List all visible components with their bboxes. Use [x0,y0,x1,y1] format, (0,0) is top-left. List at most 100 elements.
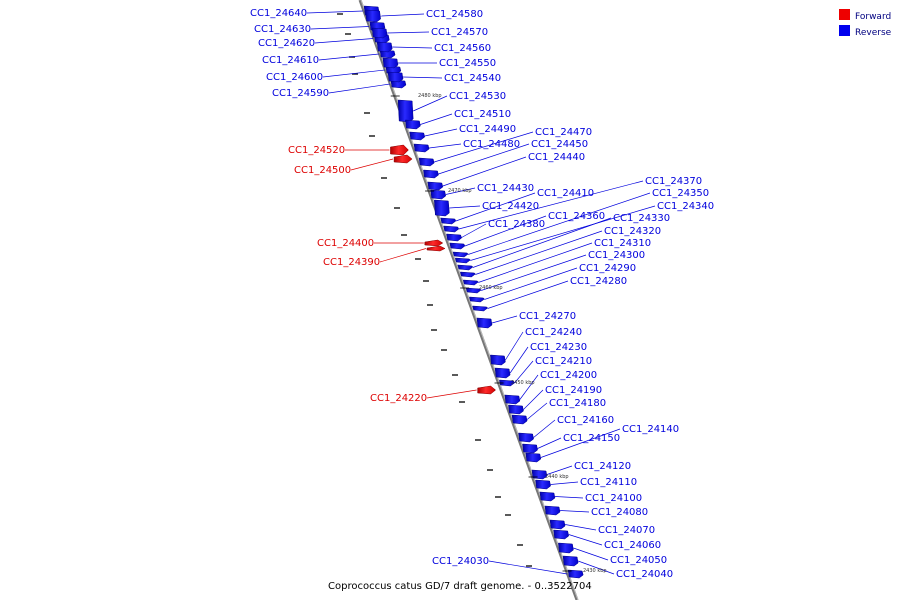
gene-label: CC1_24430 [477,183,534,194]
kbp-ticks: 2480 kbp 2470 kbp 2460 kbp 2450 kbp 2440 kbp… [390,93,607,574]
gene-feature [427,181,444,191]
gene-leader-line [577,560,615,575]
gene-feature [477,385,497,395]
gene-leader-line [380,13,425,17]
gene-leader-line [449,205,481,209]
gene-leader-line [464,215,547,247]
gene-label: CC1_24120 [574,461,631,472]
gene-feature [382,57,399,69]
gene-feature [423,169,439,179]
gene-feature [567,569,584,579]
gene-leader-line [509,346,529,374]
gene-leader-line [429,143,462,149]
gene-feature [443,225,460,233]
gene-leader-line [537,437,562,449]
gene-leader-line [468,192,651,255]
gene-label: CC1_24300 [588,250,645,261]
gene-feature [562,555,579,567]
legend-forward-swatch [839,9,850,20]
gene-feature [418,157,435,167]
gene-leader-line [387,31,430,34]
gene-label: CC1_24520 [288,145,345,156]
gene-feature [472,305,489,312]
legend-forward-label: Forward [855,12,891,22]
gene-label: CC1_24600 [266,72,323,83]
gene-label: CC1_24180 [549,398,606,409]
gene-leader-line [488,560,568,575]
gene-feature [413,143,430,153]
gene-label: CC1_24480 [463,139,520,150]
gene-feature [365,9,381,23]
gene-label: CC1_24640 [250,8,307,19]
gene-leader-line [350,158,394,171]
gene-feature [522,443,538,454]
gene-leader-line [314,38,374,44]
gene-leader-line [523,389,544,410]
gene-label: CC1_24560 [434,43,491,54]
gene-leader-line [328,83,390,94]
gene-feature [390,79,407,89]
gene-leader-line [392,46,433,49]
gene-label: CC1_24370 [645,176,702,187]
gene-feature [535,479,551,490]
legend-reverse-label: Reverse [855,28,892,38]
gene-feature [430,189,446,200]
gene-label: CC1_24100 [585,493,642,504]
gene-feature [387,71,404,83]
gene-leader-line [322,69,385,78]
gene-label: CC1_24330 [613,213,670,224]
gene-leader-line [484,267,578,300]
gene-label: CC1_24280 [570,276,627,287]
gene-label: CC1_24030 [432,556,489,567]
gene-leader-line [445,187,476,195]
gene-leader-line [424,128,458,137]
gene-feature [549,519,566,530]
gene-label: CC1_24200 [540,370,597,381]
gene-feature [544,505,561,516]
gene-label: CC1_24340 [657,201,714,212]
gene-leader-line [458,180,644,230]
gene-feature [454,257,471,264]
gene-label: CC1_24210 [535,356,592,367]
gene-leader-line [560,510,590,513]
gene-label: CC1_24500 [294,165,351,176]
gene-label: CC1_24190 [545,385,602,396]
gene-leader-line [573,547,609,561]
kbp-tick-label: 2470 kbp [448,188,472,194]
gene-feature [460,271,476,278]
gene-label: CC1_24510 [454,109,511,120]
gene-feature [499,379,515,387]
gene-leader-line [438,143,530,175]
kbp-tick-label: 2480 kbp [418,93,442,99]
gene-label: CC1_24290 [579,263,636,274]
gene-label: CC1_24410 [537,188,594,199]
gene-label: CC1_24150 [563,433,620,444]
gene-label: CC1_24540 [444,73,501,84]
gene-feature [376,41,393,53]
gene-label: CC1_24580 [426,9,483,20]
gene-label: CC1_24310 [594,238,651,249]
gene-label: CC1_24080 [591,507,648,518]
gene-feature [371,27,388,39]
gene-leader-line [533,419,556,438]
gene-label: CC1_24040 [616,569,673,580]
gene-leader-line [472,217,612,268]
gene-feature [511,414,528,425]
backbone-tick-marks [337,13,532,567]
gene-feature [553,529,569,540]
gene-leader-line [475,230,603,275]
gene-label: CC1_24160 [557,415,614,426]
gene-label: CC1_24420 [482,201,539,212]
gene-feature [476,317,493,329]
gene-feature [469,296,485,303]
gene-feature [508,404,524,415]
gene-feature [462,279,479,286]
gene-label: CC1_24270 [519,311,576,322]
gene-leader-line [403,76,443,79]
gene-feature [490,354,506,366]
gene-label: CC1_24230 [530,342,587,353]
gene-feature [405,119,421,130]
gene-label: CC1_24380 [488,219,545,230]
gene-label: CC1_24240 [525,327,582,338]
